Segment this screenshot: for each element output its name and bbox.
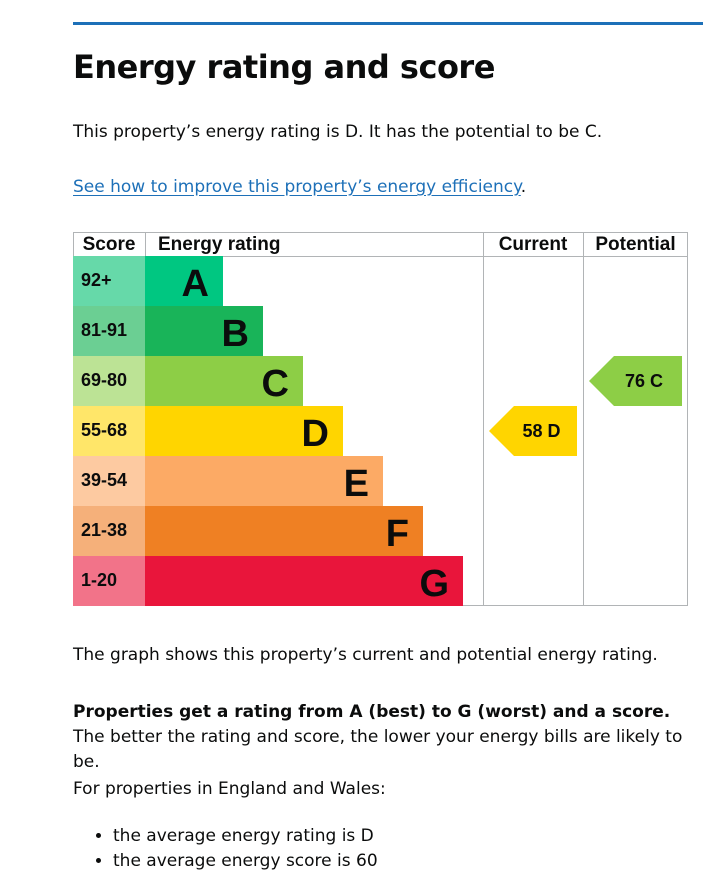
current-rating-label: 58 D	[522, 421, 560, 441]
link-suffix: .	[520, 177, 527, 197]
potential-rating-arrow	[589, 356, 682, 406]
page-title: Energy rating and score	[73, 48, 495, 86]
region-note: For properties in England and Wales:	[73, 779, 386, 799]
score-range-d: 55-68	[81, 420, 127, 440]
score-cell-c	[73, 356, 145, 406]
score-range-a: 92+	[81, 270, 112, 290]
score-cell-g	[73, 556, 145, 606]
score-range-e: 39-54	[81, 470, 127, 490]
band-letter-a: A	[182, 263, 209, 305]
rating-explanation: Properties get a rating from A (best) to…	[73, 700, 693, 775]
band-bar-a	[145, 256, 223, 306]
potential-rating-label: 76 C	[625, 371, 663, 391]
band-bar-g	[145, 556, 463, 606]
band-letter-c: C	[262, 363, 289, 405]
band-bar-e	[145, 456, 383, 506]
score-range-f: 21-38	[81, 520, 127, 540]
rating-summary: This property’s energy rating is D. It h…	[73, 122, 603, 142]
score-range-g: 1-20	[81, 570, 117, 590]
band-letter-d: D	[302, 413, 329, 455]
potential-header: Potential	[595, 234, 675, 255]
score-header: Score	[83, 234, 136, 255]
band-letter-b: B	[222, 313, 249, 355]
current-header: Current	[499, 234, 568, 255]
score-cell-d	[73, 406, 145, 456]
score-range-c: 69-80	[81, 370, 127, 390]
improve-efficiency-link[interactable]: See how to improve this property’s energ…	[73, 177, 521, 197]
band-letter-e: E	[344, 463, 369, 505]
band-letter-f: F	[386, 513, 409, 555]
averages-list: the average energy rating is D the avera…	[73, 824, 378, 874]
list-item: the average energy score is 60	[113, 849, 378, 874]
score-cell-e	[73, 456, 145, 506]
band-bar-d	[145, 406, 343, 456]
score-cell-a	[73, 256, 145, 306]
band-bar-c	[145, 356, 303, 406]
improve-efficiency-paragraph: See how to improve this property’s energ…	[73, 177, 526, 197]
rating-explanation-bold: Properties get a rating from A (best) to…	[73, 702, 671, 722]
current-rating-arrow	[489, 406, 577, 456]
energy-rating-header: Energy rating	[158, 234, 280, 255]
band-bar-b	[145, 306, 263, 356]
score-range-b: 81-91	[81, 320, 127, 340]
list-item: the average energy rating is D	[113, 824, 378, 849]
header-divider	[73, 22, 703, 25]
rating-explanation-rest: The better the rating and score, the low…	[73, 727, 683, 772]
score-cell-b	[73, 306, 145, 356]
energy-rating-chart: Score Energy rating Current Potential 92+ A 81…	[73, 232, 688, 606]
score-cell-f	[73, 506, 145, 556]
band-bar-f	[145, 506, 423, 556]
band-letter-g: G	[419, 563, 449, 605]
graph-description: The graph shows this property’s current …	[73, 645, 658, 665]
